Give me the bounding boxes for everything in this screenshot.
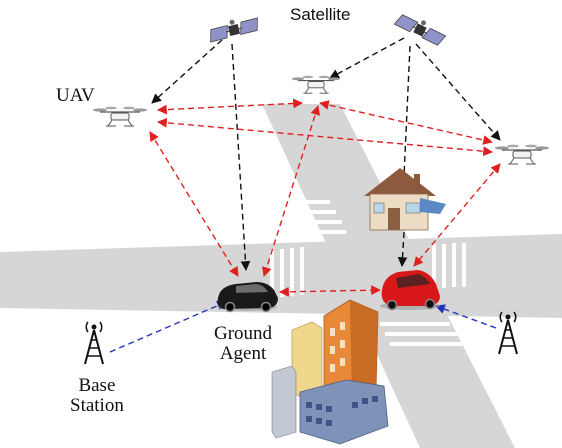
- road-diagonal: [262, 104, 515, 448]
- uav3-car2-link: [413, 163, 501, 267]
- uav-links: [149, 98, 501, 297]
- uav-icon: [494, 144, 550, 165]
- sat1-to-uav1-link: [151, 39, 223, 104]
- ground-agent-car-icon: [217, 282, 278, 313]
- antenna-icon: [498, 311, 518, 355]
- ground-agent-label: Ground Agent: [214, 324, 272, 364]
- sat2-to-uav3-link: [415, 43, 501, 141]
- uav-label: UAV: [56, 85, 95, 106]
- base-station-label-line2: Station: [70, 394, 124, 416]
- uav-icon: [92, 105, 148, 127]
- uav1-uav3-link: [157, 117, 493, 157]
- satellite-icon: [393, 8, 449, 48]
- base-station-right-link: [435, 304, 497, 329]
- uav-icon: [291, 75, 341, 94]
- building-icon: [271, 299, 389, 445]
- uav1-car1-link: [149, 131, 239, 277]
- car1-car2-link: [279, 285, 381, 297]
- car-icon: [380, 270, 440, 311]
- sat2-to-house-link: [403, 45, 411, 177]
- house-to-car2-link: [397, 231, 408, 267]
- sat2-to-uav2-link: [329, 37, 405, 79]
- satellite-icon: [206, 13, 261, 43]
- uav1-uav2-link: [157, 98, 303, 115]
- base-station-left-link: [109, 300, 227, 353]
- ground-agent-label-line2: Agent: [219, 342, 267, 364]
- satellite-label: Satellite: [290, 5, 351, 24]
- base-station-label: Base Station: [70, 376, 124, 416]
- house-icon: [364, 168, 446, 231]
- base-station-links: [109, 300, 497, 353]
- crosswalk-bottom: [380, 322, 462, 346]
- base-station-antenna-icon: [84, 321, 104, 365]
- ground-agent-label-line1: Ground: [214, 323, 273, 344]
- sat1-to-car1-link: [231, 43, 251, 271]
- base-station-label-line1: Base: [78, 375, 116, 396]
